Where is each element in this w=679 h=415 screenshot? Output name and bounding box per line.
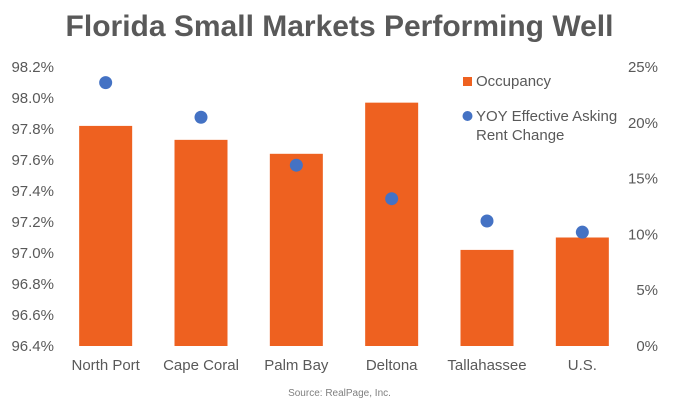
- source-note: Source: RealPage, Inc.: [288, 388, 391, 399]
- rent-change-point: [480, 214, 494, 228]
- legend-occupancy-label: Occupancy: [476, 73, 552, 90]
- occupancy-bar: [174, 139, 228, 346]
- category-label: Tallahassee: [447, 357, 526, 374]
- left-axis-ticks: 96.4% 96.6% 96.8% 97.0% 97.2% 97.4% 97.6% 97.8%…: [11, 59, 54, 355]
- left-axis-tick: 96.4%: [11, 338, 54, 355]
- left-axis-tick: 97.2%: [11, 214, 54, 231]
- left-axis-tick: 97.6%: [11, 152, 54, 169]
- legend-rent-change-swatch: [462, 111, 473, 121]
- rent-change-point: [194, 110, 208, 124]
- occupancy-bars: [79, 102, 609, 347]
- legend: Occupancy YOY Effective Asking Rent Chan…: [462, 73, 621, 144]
- right-axis-tick: 20%: [628, 115, 658, 132]
- rent-change-point: [99, 76, 113, 90]
- occupancy-bar: [79, 125, 133, 347]
- legend-rent-change-label: YOY Effective Asking Rent Change: [476, 108, 621, 144]
- category-labels: North Port Cape Coral Palm Bay Deltona Talla…: [71, 357, 596, 374]
- left-axis-tick: 97.4%: [11, 183, 54, 200]
- left-axis-tick: 96.6%: [11, 307, 54, 324]
- left-axis-tick: 97.8%: [11, 121, 54, 138]
- left-axis-tick: 97.0%: [11, 245, 54, 262]
- right-axis-tick: 0%: [636, 338, 658, 355]
- rent-change-point: [289, 158, 303, 172]
- left-axis-tick: 98.2%: [11, 59, 54, 76]
- rent-change-points: [99, 76, 589, 239]
- chart-title: Florida Small Markets Performing Well: [65, 10, 614, 43]
- category-label: U.S.: [568, 357, 597, 374]
- left-axis-tick: 98.0%: [11, 90, 54, 107]
- category-label: Deltona: [366, 357, 418, 374]
- right-axis-tick: 10%: [628, 226, 658, 243]
- occupancy-bar: [365, 102, 419, 347]
- right-axis-tick: 25%: [628, 59, 658, 76]
- rent-change-point: [575, 225, 589, 239]
- right-axis-tick: 15%: [628, 171, 658, 188]
- left-axis-tick: 96.8%: [11, 276, 54, 293]
- occupancy-bar: [269, 153, 323, 346]
- occupancy-bar: [555, 237, 609, 346]
- category-label: Cape Coral: [163, 357, 239, 374]
- category-label: North Port: [71, 357, 140, 374]
- legend-rent-change-line-2: Rent Change: [476, 127, 564, 144]
- right-axis-tick: 5%: [636, 282, 658, 299]
- occupancy-bar: [460, 249, 514, 346]
- legend-rent-change-line-1: YOY Effective Asking: [476, 108, 617, 125]
- right-axis-ticks: 0% 5% 10% 15% 20% 25%: [628, 59, 658, 355]
- rent-change-point: [385, 192, 399, 206]
- legend-occupancy-swatch: [463, 77, 472, 86]
- category-label: Palm Bay: [264, 357, 329, 374]
